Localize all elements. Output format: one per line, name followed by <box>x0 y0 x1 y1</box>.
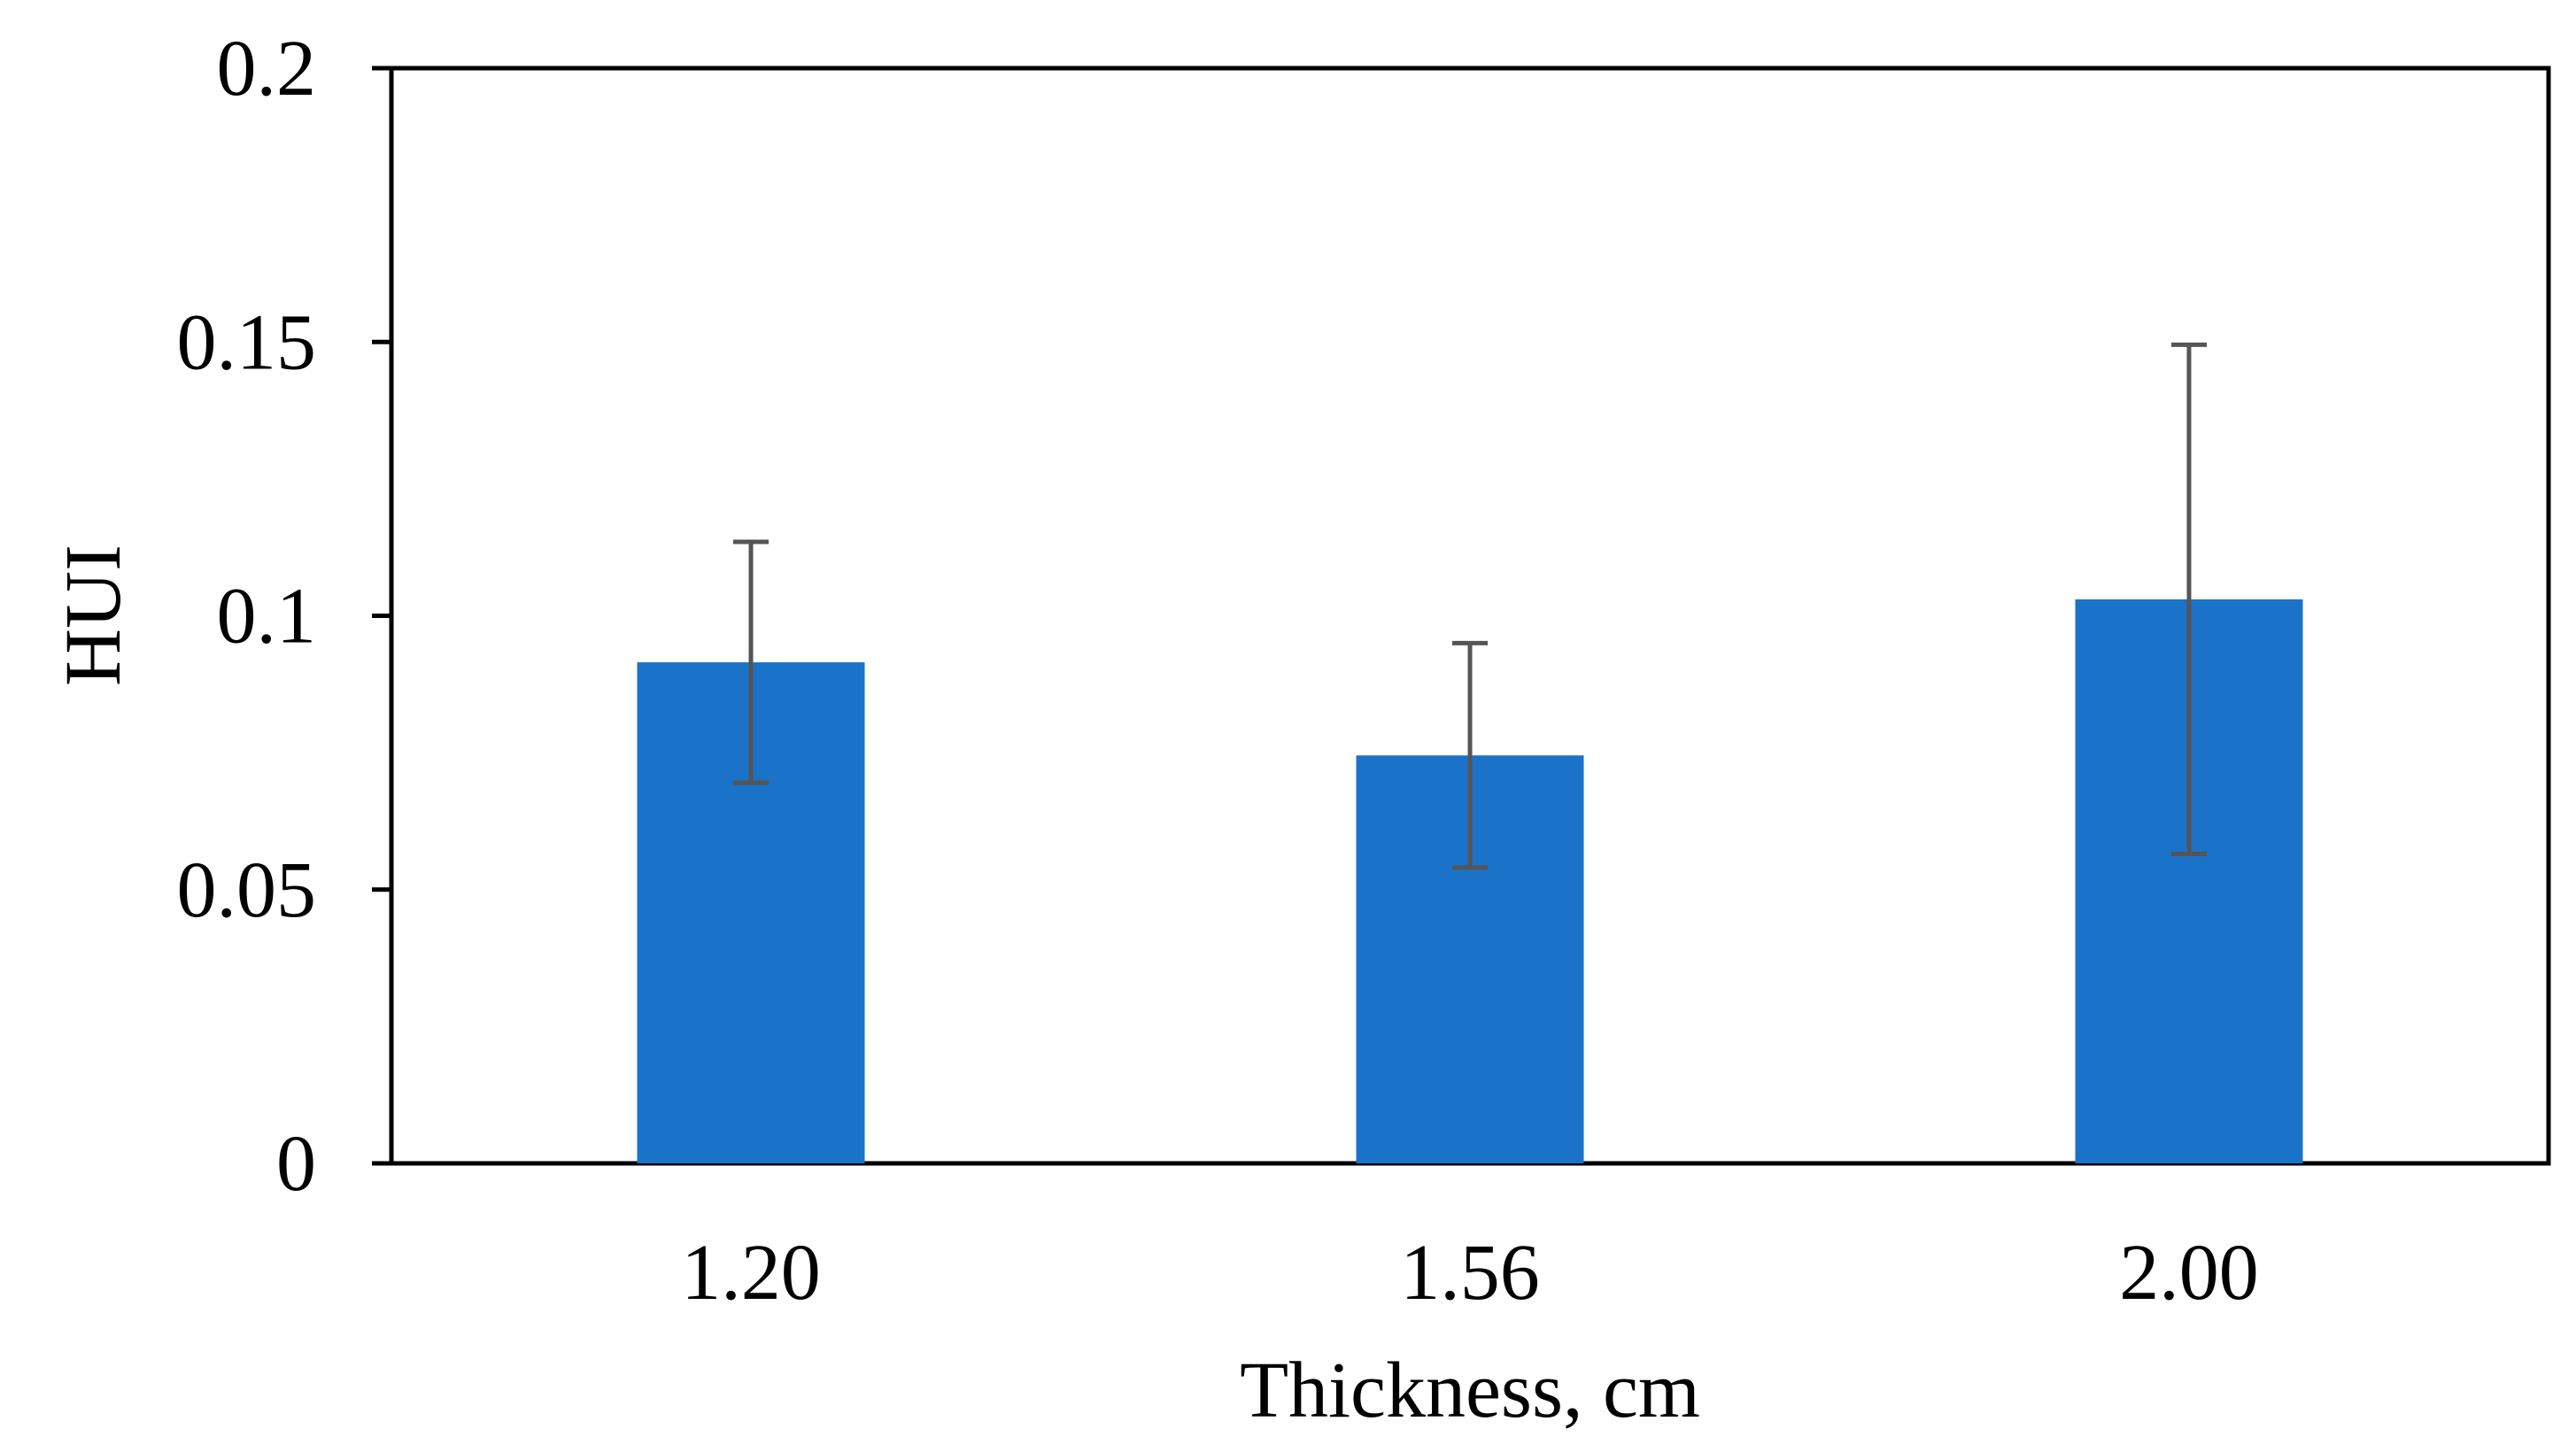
y-axis-title: HUI <box>50 544 137 686</box>
y-axis: 0 0.05 0.1 0.15 0.2 <box>177 25 391 1208</box>
y-tick-label: 0.05 <box>177 846 317 934</box>
x-axis-title: Thickness, cm <box>1240 1347 1700 1434</box>
y-tick-label: 0.15 <box>177 298 317 386</box>
x-axis: 1.20 1.56 2.00 <box>681 1229 2259 1317</box>
x-tick-label: 2.00 <box>2119 1229 2259 1317</box>
y-tick-label: 0.2 <box>217 25 317 112</box>
y-tick-label: 0 <box>276 1120 316 1208</box>
error-bar-series <box>733 342 2207 870</box>
y-tick-label: 0.1 <box>217 573 317 660</box>
x-tick-label: 1.20 <box>681 1229 821 1317</box>
x-tick-label: 1.56 <box>1400 1229 1540 1317</box>
